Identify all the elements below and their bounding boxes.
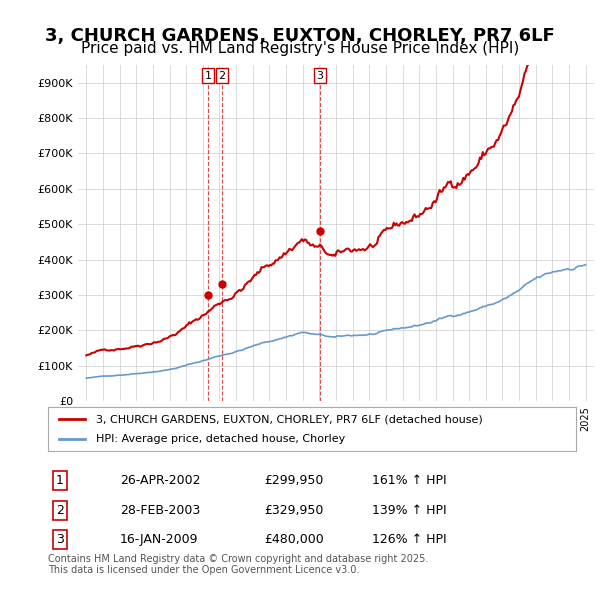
Text: 139% ↑ HPI: 139% ↑ HPI	[372, 504, 446, 517]
Text: 16-JAN-2009: 16-JAN-2009	[120, 533, 199, 546]
Text: 3: 3	[317, 71, 323, 80]
Text: 126% ↑ HPI: 126% ↑ HPI	[372, 533, 446, 546]
Text: 28-FEB-2003: 28-FEB-2003	[120, 504, 200, 517]
Text: 3: 3	[56, 533, 64, 546]
Text: Price paid vs. HM Land Registry's House Price Index (HPI): Price paid vs. HM Land Registry's House …	[81, 41, 519, 56]
Text: Contains HM Land Registry data © Crown copyright and database right 2025.
This d: Contains HM Land Registry data © Crown c…	[48, 553, 428, 575]
Text: 3, CHURCH GARDENS, EUXTON, CHORLEY, PR7 6LF: 3, CHURCH GARDENS, EUXTON, CHORLEY, PR7 …	[45, 27, 555, 45]
Text: HPI: Average price, detached house, Chorley: HPI: Average price, detached house, Chor…	[95, 434, 345, 444]
Text: 3, CHURCH GARDENS, EUXTON, CHORLEY, PR7 6LF (detached house): 3, CHURCH GARDENS, EUXTON, CHORLEY, PR7 …	[95, 415, 482, 424]
Text: 26-APR-2002: 26-APR-2002	[120, 474, 200, 487]
Text: 2: 2	[56, 504, 64, 517]
Text: 1: 1	[205, 71, 212, 80]
Text: £329,950: £329,950	[264, 504, 323, 517]
Text: 161% ↑ HPI: 161% ↑ HPI	[372, 474, 446, 487]
Text: £480,000: £480,000	[264, 533, 324, 546]
Text: £299,950: £299,950	[264, 474, 323, 487]
Text: 1: 1	[56, 474, 64, 487]
Text: 2: 2	[218, 71, 226, 80]
